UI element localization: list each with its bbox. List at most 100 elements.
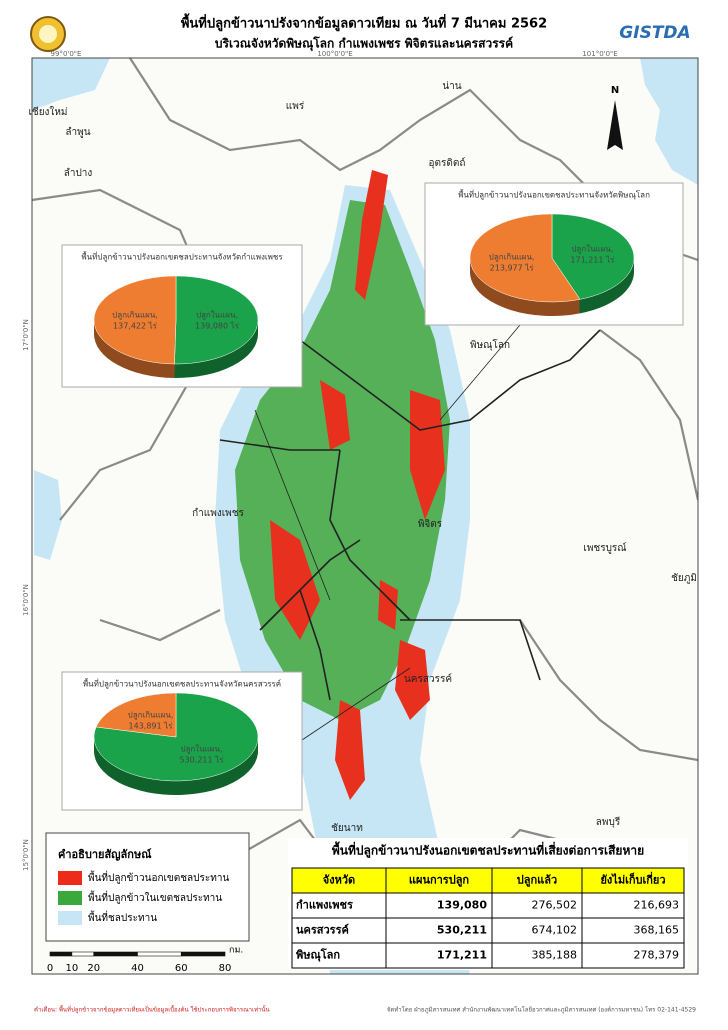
table-title: พื้นที่ปลูกข้าวนาปรังนอกเขตชลประทานที่เส… xyxy=(332,841,644,859)
pie-slice xyxy=(469,213,581,303)
scale-unit: กม. xyxy=(229,946,243,956)
place-labels: เชียงใหม่ลำพูนลำปาง แพร่ น่านอุตรดิตถ์พิษณ… xyxy=(28,81,696,834)
table-body: จังหวัด แผนการปลูก ปลูกแล้ว ยังไม่เก็บเกี่ย… xyxy=(291,867,685,969)
place-label: ลำปาง xyxy=(64,168,93,179)
table-cell xyxy=(491,892,583,919)
legend-swatch xyxy=(58,911,82,925)
rice-outside-patch xyxy=(320,380,350,450)
header-text: ปลูกแล้ว xyxy=(517,874,557,888)
pie-slice xyxy=(93,275,177,365)
subtitle: บริเวณจังหวัดพิษณุโลก กำแพงเพชร พิจิตรแล… xyxy=(215,36,513,52)
header-text: แผนการปลูก xyxy=(409,874,470,888)
cell-text: 171,211 xyxy=(437,949,487,962)
leader-line xyxy=(439,324,521,421)
slice-value: 171,211 ไร่ xyxy=(570,256,615,265)
slice-value: 143,891 ไร่ xyxy=(129,721,174,730)
cell-text: 278,379 xyxy=(634,949,680,962)
coord-label: 100°0'0"E xyxy=(317,50,352,58)
table-cell xyxy=(291,892,387,919)
title: พื้นที่ปลูกข้าวนาปรังจากข้อมูลดาวเทียม ณ… xyxy=(181,13,547,32)
slice-label: ปลูกในแผน, xyxy=(196,311,238,321)
rice-outside-patch xyxy=(335,700,365,800)
table-cell xyxy=(581,917,685,944)
pie-slice xyxy=(551,213,635,300)
cell-text: 674,102 xyxy=(532,924,578,937)
north-arrow: N xyxy=(607,85,623,150)
legend-label: พื้นที่ชลประทาน xyxy=(88,910,157,924)
rice-outside-patch xyxy=(410,390,445,520)
header-cell xyxy=(291,867,387,894)
place-label: เชียงใหม่ xyxy=(28,106,67,118)
cell-text: 276,502 xyxy=(532,899,578,912)
cell-text: นครสวรรค์ xyxy=(296,924,349,937)
legend-items: พื้นที่ปลูกข้าวนอกเขตชลประทานพื้นที่ปลูก… xyxy=(58,870,229,925)
scale-segment xyxy=(180,951,226,957)
slice-value: 137,422 ไร่ xyxy=(113,321,158,330)
map-frame xyxy=(31,57,699,975)
slice-label: ปลูกในแผน, xyxy=(180,745,222,755)
scale-segment xyxy=(71,951,95,957)
cell-text: 530,211 xyxy=(437,924,487,937)
rice-outside-patch xyxy=(355,170,388,300)
place-label: ชัยนาท xyxy=(331,823,363,834)
cell-text: 385,188 xyxy=(532,949,578,962)
pie-charts: พื้นที่ปลูกข้าวนาปรังนอกเขตชลประทานจังหว… xyxy=(61,182,684,811)
scale-label: 80 xyxy=(219,963,232,974)
scale-label: 20 xyxy=(87,963,100,974)
footer-credit: จัดทำโดย ฝ่ายภูมิสารสนเทศ สำนักงานพัฒนาเ… xyxy=(387,1006,696,1014)
cell-text: 368,165 xyxy=(634,924,680,937)
scale-segment xyxy=(93,951,138,957)
table-cell xyxy=(581,892,685,919)
slice-label: ปลูกเกินแผน, xyxy=(489,252,535,262)
footer-warning: คำเตือน: พื้นที่ปลูกข้าวจากข้อมูลดาวเทีย… xyxy=(34,1004,270,1014)
place-label: ลำพูน xyxy=(65,127,90,138)
cell-text: 216,693 xyxy=(634,899,680,912)
scale-bar: 0 10 20 40 60 80 กม. xyxy=(47,946,243,975)
north-arrow-shape xyxy=(607,100,623,150)
coord-label: 15°0'0"N xyxy=(22,839,30,871)
table-cell xyxy=(385,917,493,944)
place-label: ลพบุรี xyxy=(596,816,621,828)
pie-slice xyxy=(174,275,259,365)
slice-label: ปลูกเกินแผน, xyxy=(128,710,174,720)
cell-text: 139,080 xyxy=(437,899,487,912)
coord-label: 99°0'0"E xyxy=(51,50,82,58)
legend: คำอธิบายสัญลักษณ์ พื้นที่ปลูกข้าวนอกเขตช… xyxy=(45,832,250,975)
header-cell xyxy=(581,867,685,894)
legend-swatch xyxy=(58,871,82,885)
province-boundary xyxy=(219,329,601,701)
scale-label: 40 xyxy=(131,963,144,974)
place-label: พิจิตร xyxy=(418,519,443,530)
slice-value: 530,211 ไร่ xyxy=(180,756,225,765)
table-cell xyxy=(291,942,387,969)
cell-text: พิษณุโลก xyxy=(296,948,340,963)
legend-label: พื้นที่ปลูกข้าวนอกเขตชลประทาน xyxy=(88,870,229,884)
place-label: น่าน xyxy=(442,81,461,92)
scale-segment xyxy=(49,951,73,957)
slice-value: 213,977 ไร่ xyxy=(490,263,535,272)
slice-label: ปลูกในแผน, xyxy=(571,245,613,255)
coord-label: 101°0'0"E xyxy=(582,50,617,58)
header-cell xyxy=(491,867,583,894)
place-label: อุตรดิตถ์ xyxy=(429,157,466,169)
place-label: พิษณุโลก xyxy=(470,338,510,351)
place-label: ชัยภูมิ xyxy=(671,573,697,584)
coord-label: 17°0'0"N xyxy=(22,319,30,351)
north-label: N xyxy=(611,85,619,96)
legend-swatch xyxy=(58,891,82,905)
logo-text: GISTDA xyxy=(619,23,690,43)
legend-title: คำอธิบายสัญลักษณ์ xyxy=(58,848,152,861)
province-boundary xyxy=(519,619,698,762)
place-label: นครสวรรค์ xyxy=(404,673,452,685)
coord-label: 16°0'0"N xyxy=(22,584,30,616)
table-cell xyxy=(491,917,583,944)
province-boundary xyxy=(599,329,698,501)
slice-label: ปลูกเกินแผน, xyxy=(112,310,158,320)
scale-label: 0 xyxy=(47,963,53,974)
table-cell xyxy=(581,942,685,969)
slice-value: 139,080 ไร่ xyxy=(195,322,240,331)
pie-title: พื้นที่ปลูกข้าวนาปรังนอกเขตชลประทานจังหว… xyxy=(81,251,283,263)
scale-segment xyxy=(137,951,182,957)
scale-label: 10 xyxy=(66,963,79,974)
